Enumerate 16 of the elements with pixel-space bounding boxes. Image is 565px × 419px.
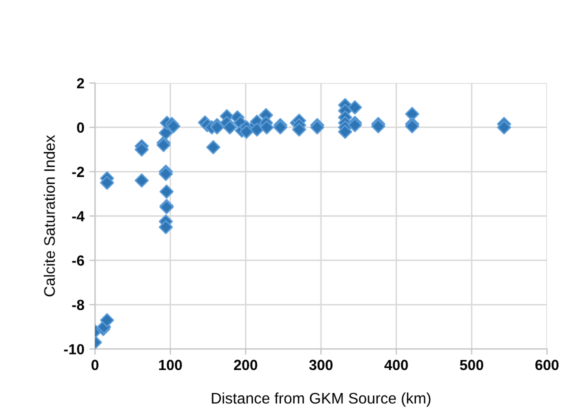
- x-tick-label: 300: [309, 360, 333, 370]
- x-tick-label: 600: [535, 360, 559, 370]
- y-tick-label: 2: [76, 78, 84, 88]
- x-tick-label: 400: [384, 360, 408, 370]
- y-tick-label: -2: [72, 166, 84, 177]
- y-tick-label: -4: [72, 211, 85, 222]
- y-tick-label: -8: [72, 300, 84, 310]
- y-axis-title: Calcite Saturation Index: [44, 135, 55, 296]
- x-tick-label: 500: [460, 360, 484, 370]
- x-axis-title: Distance from GKM Source (km): [212, 392, 430, 407]
- y-tick-label: -6: [72, 255, 84, 266]
- x-tick-label: 100: [159, 360, 182, 370]
- x-tick-label: 200: [234, 360, 258, 370]
- y-tick-label: -10: [64, 344, 84, 354]
- y-tick-label: 0: [77, 122, 84, 133]
- x-tick-label: 0: [92, 360, 98, 370]
